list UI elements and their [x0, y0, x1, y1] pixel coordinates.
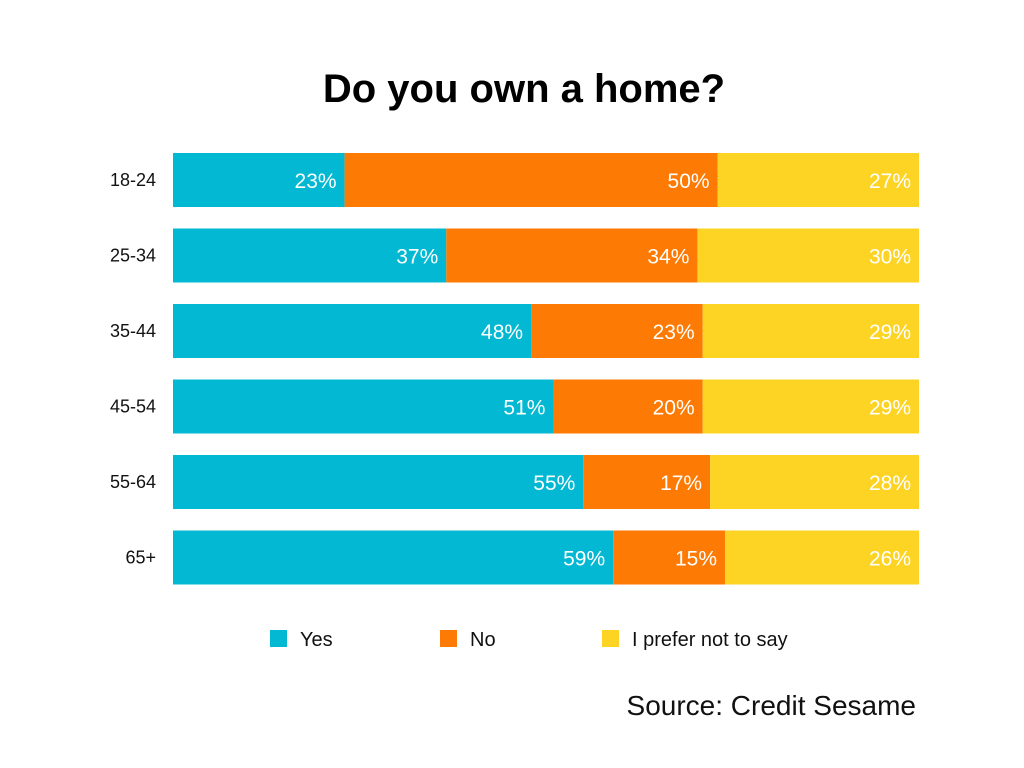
data-label: 37%	[396, 246, 438, 269]
bar-segment	[710, 455, 919, 509]
category-label: 65+	[125, 548, 156, 568]
data-label: 29%	[869, 397, 911, 420]
legend-label: Yes	[300, 629, 333, 651]
bar-segment	[173, 530, 614, 585]
bar-segment	[725, 530, 919, 585]
bar-segment	[173, 379, 554, 434]
bar-segment	[702, 304, 919, 358]
chart-title: Do you own a home?	[323, 67, 725, 111]
bar-segment	[717, 153, 919, 207]
source-label: Source: Credit Sesame	[627, 690, 916, 721]
category-label: 35-44	[110, 321, 156, 341]
legend-swatch	[602, 630, 619, 647]
data-label: 20%	[653, 397, 695, 420]
category-label: 25-34	[110, 246, 156, 266]
data-label: 34%	[647, 246, 689, 269]
bar-segment	[173, 228, 447, 283]
bar-segment	[702, 379, 919, 434]
category-label: 18-24	[110, 170, 156, 190]
legend-swatch	[440, 630, 457, 647]
bar-segment	[613, 530, 726, 585]
bar-segment	[173, 455, 584, 509]
data-label: 17%	[660, 472, 702, 495]
bar-segment	[344, 153, 718, 207]
legend-swatch	[270, 630, 287, 647]
legend: Yes No I prefer not to say	[270, 629, 788, 651]
legend-label: I prefer not to say	[632, 629, 788, 651]
bar-segment	[173, 304, 532, 358]
bar-segment	[531, 304, 703, 358]
bar-segment	[553, 379, 703, 434]
bar-segment	[173, 153, 345, 207]
bar-segment	[697, 228, 919, 283]
data-label: 29%	[869, 321, 911, 344]
data-label: 15%	[675, 548, 717, 571]
category-label: 45-54	[110, 397, 156, 417]
data-label: 50%	[668, 170, 710, 193]
data-label: 30%	[869, 246, 911, 269]
data-label: 23%	[295, 170, 337, 193]
data-label: 26%	[869, 548, 911, 571]
data-label: 23%	[653, 321, 695, 344]
bar-segment	[583, 455, 711, 509]
legend-label: No	[470, 629, 496, 651]
category-label: 55-64	[110, 472, 156, 492]
data-label: 48%	[481, 321, 523, 344]
data-label: 27%	[869, 170, 911, 193]
data-label: 59%	[563, 548, 605, 571]
data-label: 55%	[533, 472, 575, 495]
plot-area: 18-24 23% 50% 27% 25-34 37% 34% 30% 35-44 48% 23% 2…	[110, 153, 919, 585]
data-label: 51%	[503, 397, 545, 420]
bar-segment	[446, 228, 698, 283]
data-label: 28%	[869, 472, 911, 495]
